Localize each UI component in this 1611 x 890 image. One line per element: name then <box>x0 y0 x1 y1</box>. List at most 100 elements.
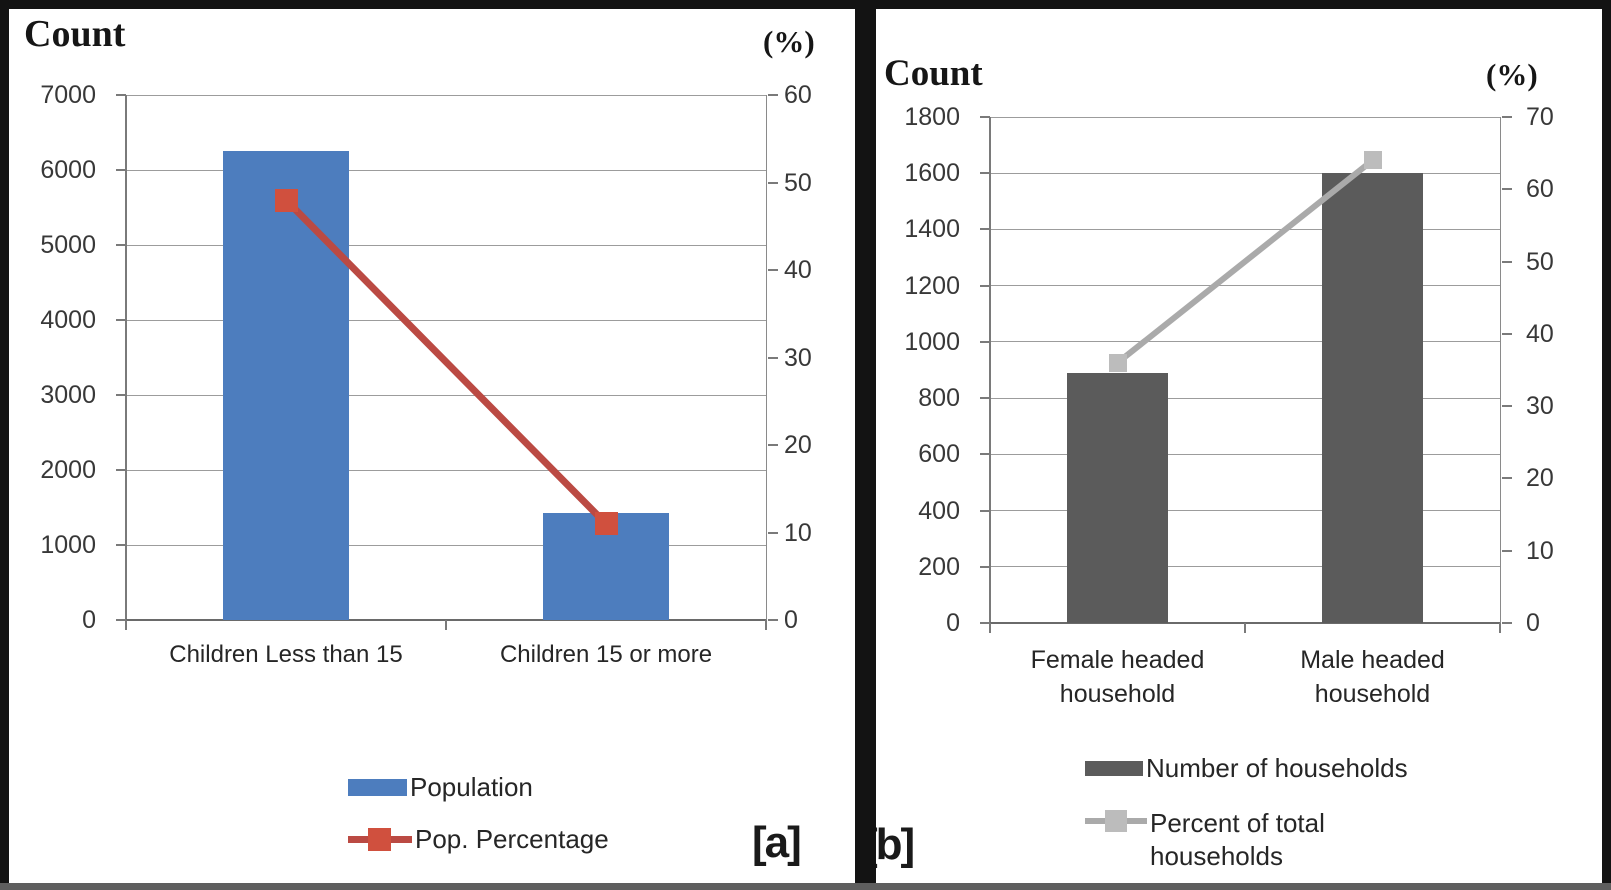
right-axis-tick <box>1502 260 1512 263</box>
line-marker-2 <box>594 512 618 536</box>
right-axis-title-b: (%) <box>1486 57 1538 92</box>
left-axis-tick <box>980 172 990 175</box>
households-bar-swatch <box>1085 760 1143 776</box>
left-axis-tick-label: 5000 <box>40 231 96 259</box>
right-axis-tick-label: 0 <box>784 606 798 634</box>
line-swatch-marker <box>368 827 391 851</box>
left-axis-tick-label: 200 <box>918 552 960 581</box>
left-axis-tick <box>116 469 126 471</box>
legend-item-population: Population <box>348 772 609 802</box>
right-axis-tick-label: 20 <box>784 431 812 459</box>
left-axis-tick-label: 2000 <box>40 456 96 484</box>
legend-label-pop-percentage: Pop. Percentage <box>415 824 609 854</box>
right-axis-line <box>766 95 767 620</box>
gridline <box>990 228 1500 230</box>
left-axis-tick <box>116 94 126 96</box>
percent-line-swatch <box>1085 810 1147 832</box>
right-axis-tick-label: 30 <box>784 343 812 372</box>
right-axis-tick-label: 50 <box>784 168 812 197</box>
left-axis-title-a: Count <box>24 13 126 55</box>
right-axis-tick-label: 0 <box>1526 609 1540 637</box>
figure-border-top <box>0 0 1611 9</box>
left-axis-tick <box>980 228 990 231</box>
left-axis-tick-label: 1000 <box>40 531 96 559</box>
gridline <box>126 319 766 321</box>
gridline <box>126 94 766 96</box>
population-bar-swatch <box>348 778 407 796</box>
right-axis-tick <box>768 619 778 621</box>
right-axis-tick-label: 60 <box>1526 175 1554 204</box>
category-axis-tick <box>125 620 127 630</box>
category-axis-tick <box>1499 623 1501 633</box>
gridline <box>990 510 1500 512</box>
gridline <box>126 544 766 546</box>
category-label: Female headed household <box>1030 646 1205 708</box>
right-axis-tick <box>768 531 778 534</box>
left-axis-tick-label: 0 <box>946 609 960 637</box>
right-axis-tick-label: 40 <box>784 256 812 284</box>
figure-border-right <box>1602 0 1611 890</box>
figure-border-bottom <box>0 883 1611 890</box>
left-axis-tick-label: 3000 <box>40 381 96 409</box>
legend-label-population: Population <box>410 772 533 802</box>
left-axis-tick <box>980 340 990 343</box>
category-label: Children Less than 15 <box>169 641 403 668</box>
line-marker-1 <box>274 188 298 212</box>
gridline <box>126 244 766 246</box>
line-swatch-marker <box>1105 810 1127 832</box>
legend-label-percent-of-total: Percent of total households <box>1150 808 1325 871</box>
left-axis-tick-label: 1400 <box>904 215 960 244</box>
right-axis-tick <box>768 444 778 446</box>
legend-item-number-of-households: Number of households <box>1085 753 1408 783</box>
right-axis-title-a: (%) <box>763 24 815 59</box>
left-axis-tick <box>980 509 990 512</box>
left-axis-tick-label: 1800 <box>904 103 960 131</box>
right-axis-line <box>1500 117 1501 623</box>
right-axis-tick <box>1502 405 1512 408</box>
gridline <box>126 469 766 471</box>
left-axis-tick-label: 1200 <box>904 271 960 300</box>
legend-label-number-of-households: Number of households <box>1146 753 1408 783</box>
right-axis-tick <box>1502 188 1512 191</box>
legend-b: Number of households Percent of total ho… <box>1085 753 1408 873</box>
left-axis-tick-label: 600 <box>918 440 960 469</box>
gridline <box>990 397 1500 399</box>
gridline <box>990 341 1500 343</box>
percentage-line <box>1114 157 1376 366</box>
gridline <box>126 169 766 171</box>
gridline <box>990 172 1500 174</box>
left-axis-tick-label: 6000 <box>40 156 96 184</box>
category-axis-tick <box>765 620 767 630</box>
right-axis-tick-label: 40 <box>1526 319 1554 348</box>
legend-item-percent-of-total: Percent of total households <box>1085 807 1408 873</box>
left-axis-tick-label: 4000 <box>40 306 96 334</box>
left-axis-tick <box>980 453 990 456</box>
panel-label-a: [a] <box>752 818 802 867</box>
left-axis-line <box>989 117 991 623</box>
right-axis-tick-label: 10 <box>784 518 812 547</box>
left-axis-tick <box>116 319 126 321</box>
left-axis-tick <box>980 565 990 568</box>
right-axis-tick <box>768 356 778 359</box>
right-axis-tick <box>1502 477 1512 480</box>
left-axis-tick <box>980 622 990 624</box>
left-axis-tick <box>116 394 126 396</box>
category-label: Male headed household <box>1300 646 1445 708</box>
category-label: Children 15 or more <box>499 641 713 668</box>
right-axis-tick-label: 30 <box>1526 392 1554 421</box>
right-axis-tick-label: 60 <box>784 81 812 109</box>
bar-2 <box>1322 173 1423 623</box>
bar-1 <box>223 151 349 620</box>
legend-item-pop-percentage: Pop. Percentage <box>348 824 609 854</box>
right-axis-tick <box>1502 116 1512 118</box>
right-axis-tick <box>768 269 778 271</box>
bar-1 <box>1067 372 1168 623</box>
line-marker-2 <box>1363 151 1382 170</box>
left-axis-tick-label: 0 <box>82 606 96 634</box>
left-axis-title-b: Count <box>884 53 983 94</box>
gridline <box>990 285 1500 287</box>
line-marker-1 <box>1108 353 1127 372</box>
left-axis-tick-label: 7000 <box>40 81 96 109</box>
